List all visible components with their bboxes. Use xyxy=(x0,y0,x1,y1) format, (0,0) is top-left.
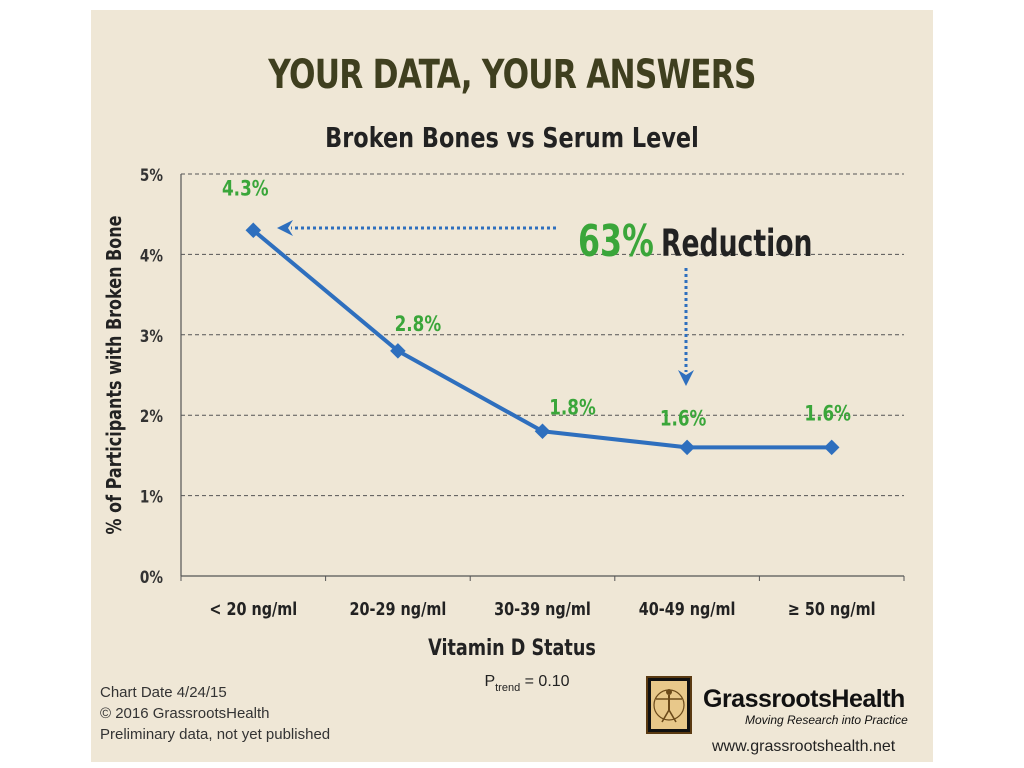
data-label: 1.6% xyxy=(804,402,851,426)
p-trend-label: Ptrend = 0.10 xyxy=(484,673,569,694)
y-axis-title: % of Participants with Broken Bone xyxy=(103,216,126,535)
data-point xyxy=(245,222,262,239)
x-tick-label: < 20 ng/ml xyxy=(209,598,297,619)
y-tick-label: 0% xyxy=(140,568,163,588)
footer-notes: Chart Date 4/24/15 © 2016 GrassrootsHeal… xyxy=(100,682,330,745)
data-label: 4.3% xyxy=(222,177,269,201)
chart-title: YOUR DATA, YOUR ANSWERS xyxy=(268,52,756,98)
y-tick-label: 1% xyxy=(140,487,163,507)
y-tick-label: 5% xyxy=(140,166,163,186)
data-point xyxy=(679,439,695,456)
line-chart: 0% 1% 2% 3% 4% 5% < 20 ng/ml 20-29 ng/ml 30-39 n… xyxy=(103,166,905,694)
x-tick-label: 40-49 ng/ml xyxy=(639,598,736,619)
data-label: 2.8% xyxy=(395,312,442,336)
y-tick-label: 3% xyxy=(140,326,163,346)
data-point xyxy=(823,439,840,456)
brand-url[interactable]: www.grassrootshealth.net xyxy=(712,738,896,755)
annotation-percent: 63% xyxy=(578,216,654,268)
y-tick-label: 2% xyxy=(140,407,163,427)
data-label: 1.6% xyxy=(660,407,707,431)
chart-subtitle: Broken Bones vs Serum Level xyxy=(325,121,699,154)
chart-date: Chart Date 4/24/15 xyxy=(100,684,227,701)
data-point xyxy=(534,423,551,440)
preliminary-note: Preliminary data, not yet published xyxy=(100,726,331,743)
chart-panel: YOUR DATA, YOUR ANSWERS Broken Bones vs … xyxy=(91,10,933,762)
copyright: © 2016 GrassrootsHealth xyxy=(100,705,270,722)
y-tick-label: 4% xyxy=(140,246,163,266)
vitruvian-man-icon xyxy=(646,676,692,734)
x-tick-label: ≥ 50 ng/ml xyxy=(788,598,876,619)
brand-tagline: Moving Research into Practice xyxy=(745,713,908,727)
x-tick-label: 20-29 ng/ml xyxy=(350,598,447,619)
x-axis-title: Vitamin D Status xyxy=(428,635,596,660)
x-tick-label: 30-39 ng/ml xyxy=(494,598,591,619)
brand-name: GrassrootsHealth xyxy=(703,685,905,713)
data-label: 1.8% xyxy=(549,396,596,420)
arrow-left-icon xyxy=(277,220,293,236)
annotation-text: Reduction xyxy=(661,222,812,266)
arrow-down-icon xyxy=(678,370,694,386)
